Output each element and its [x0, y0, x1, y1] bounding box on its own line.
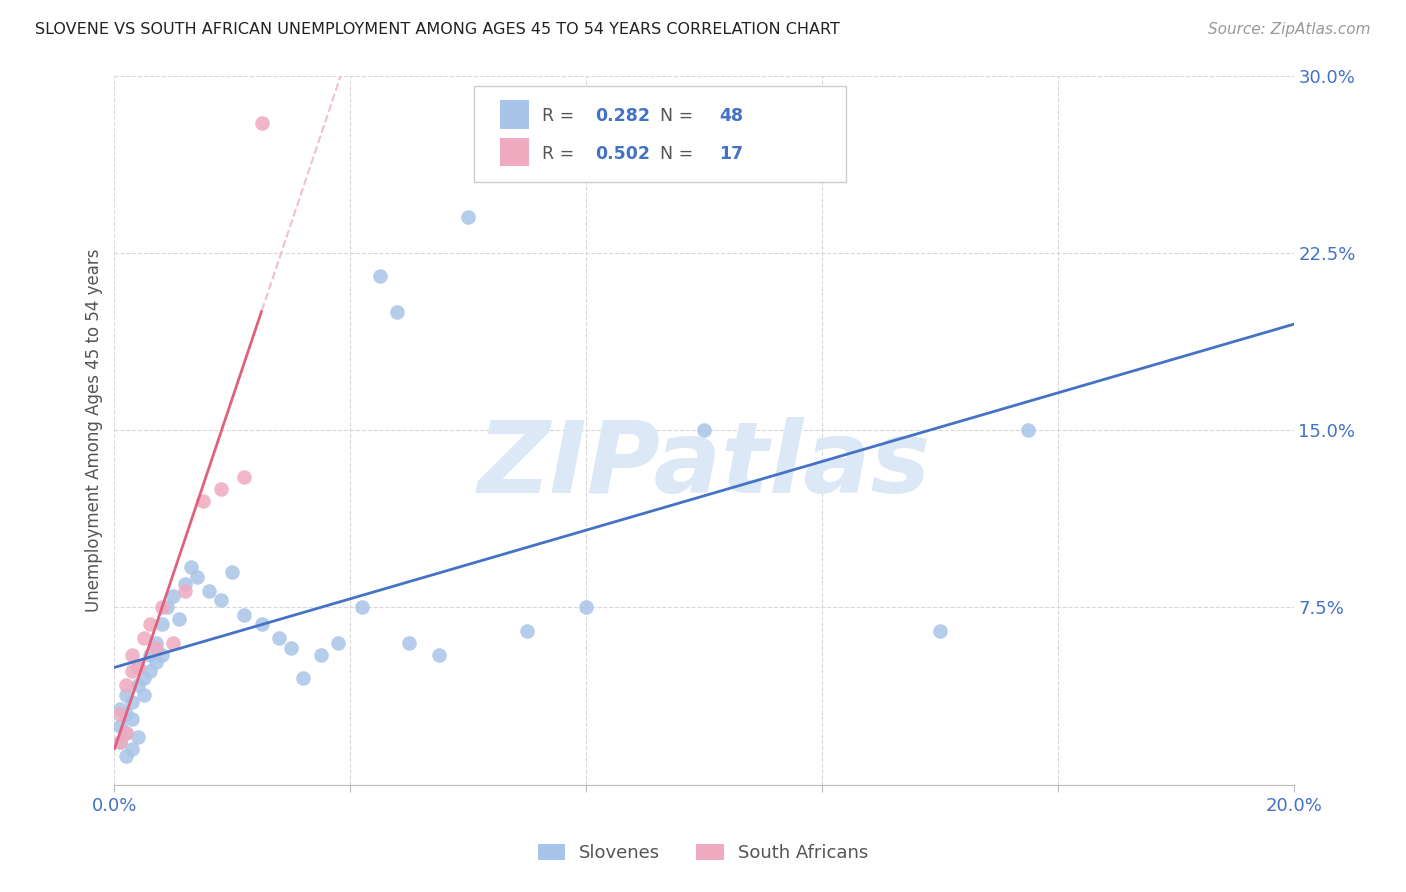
Point	[121, 712, 143, 726]
Point	[115, 706, 138, 721]
Text: Source: ZipAtlas.com: Source: ZipAtlas.com	[1208, 22, 1371, 37]
Point	[132, 688, 155, 702]
Y-axis label: Unemployment Among Ages 45 to 54 years: Unemployment Among Ages 45 to 54 years	[86, 248, 103, 612]
Point	[162, 589, 184, 603]
Text: 0.282: 0.282	[596, 107, 651, 125]
Point	[209, 593, 232, 607]
Point	[115, 688, 138, 702]
Point	[191, 494, 214, 508]
Point	[110, 706, 132, 721]
Point	[156, 600, 179, 615]
Legend: Slovenes, South Africans: Slovenes, South Africans	[530, 837, 876, 870]
Point	[250, 116, 273, 130]
Text: SLOVENE VS SOUTH AFRICAN UNEMPLOYMENT AMONG AGES 45 TO 54 YEARS CORRELATION CHAR: SLOVENE VS SOUTH AFRICAN UNEMPLOYMENT AM…	[35, 22, 839, 37]
Point	[368, 269, 391, 284]
Point	[121, 742, 143, 756]
Point	[387, 305, 409, 319]
Point	[115, 678, 138, 692]
Point	[427, 648, 450, 662]
Point	[127, 731, 149, 745]
Point	[139, 617, 162, 632]
Point	[132, 672, 155, 686]
Point	[516, 624, 538, 638]
Point	[186, 570, 208, 584]
Point	[309, 648, 332, 662]
Point	[150, 600, 173, 615]
FancyBboxPatch shape	[474, 87, 845, 182]
Point	[127, 659, 149, 673]
Point	[280, 640, 302, 655]
Text: N =: N =	[661, 145, 699, 162]
Point	[221, 565, 243, 579]
FancyBboxPatch shape	[501, 100, 530, 128]
Text: 17: 17	[720, 145, 744, 162]
Point	[139, 648, 162, 662]
Point	[115, 749, 138, 764]
Text: 0.502: 0.502	[596, 145, 651, 162]
Point	[398, 636, 420, 650]
Text: R =: R =	[543, 145, 581, 162]
Point	[328, 636, 350, 650]
Point	[110, 719, 132, 733]
Point	[139, 665, 162, 679]
Text: 48: 48	[720, 107, 744, 125]
Point	[1017, 423, 1039, 437]
Point	[928, 624, 950, 638]
FancyBboxPatch shape	[501, 138, 530, 166]
Point	[121, 665, 143, 679]
Point	[145, 655, 167, 669]
Point	[115, 725, 138, 739]
Point	[121, 648, 143, 662]
Point	[174, 583, 197, 598]
Point	[162, 636, 184, 650]
Point	[145, 636, 167, 650]
Text: N =: N =	[661, 107, 699, 125]
Point	[693, 423, 716, 437]
Point	[121, 695, 143, 709]
Point	[457, 211, 479, 225]
Point	[145, 640, 167, 655]
Text: R =: R =	[543, 107, 581, 125]
Point	[127, 678, 149, 692]
Point	[110, 735, 132, 749]
Point	[292, 672, 315, 686]
Point	[180, 560, 202, 574]
Point	[350, 600, 373, 615]
Point	[110, 702, 132, 716]
Point	[174, 576, 197, 591]
Point	[197, 583, 219, 598]
Point	[150, 617, 173, 632]
Point	[269, 631, 291, 645]
Text: ZIPatlas: ZIPatlas	[478, 417, 931, 514]
Point	[132, 631, 155, 645]
Point	[575, 600, 598, 615]
Point	[209, 482, 232, 496]
Point	[169, 612, 191, 626]
Point	[150, 648, 173, 662]
Point	[250, 617, 273, 632]
Point	[127, 659, 149, 673]
Point	[233, 470, 256, 484]
Point	[110, 735, 132, 749]
Point	[115, 725, 138, 739]
Point	[233, 607, 256, 622]
